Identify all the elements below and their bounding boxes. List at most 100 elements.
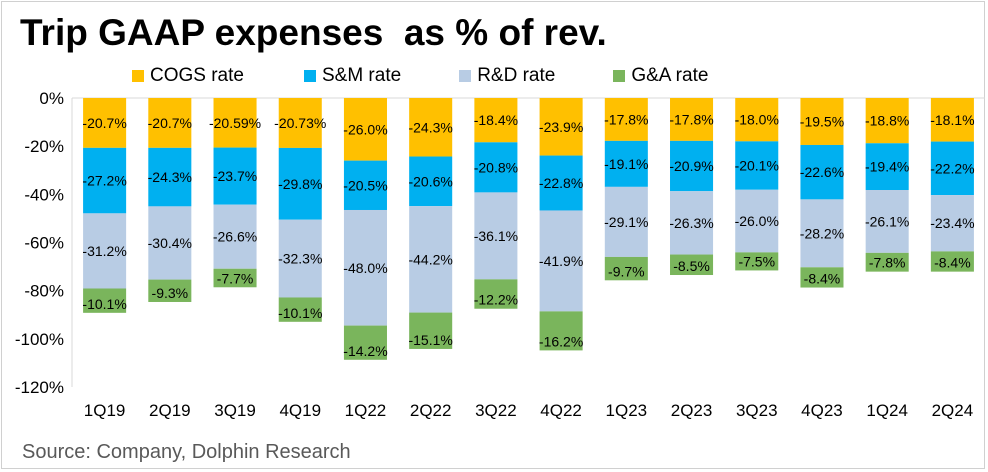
data-label: -20.6% [408, 173, 452, 189]
x-tick-label: 4Q23 [801, 401, 843, 420]
bar-segment [735, 141, 779, 190]
data-label: -26.0% [735, 213, 779, 229]
data-label: -26.6% [213, 229, 257, 245]
x-tick-label: 1Q22 [345, 401, 387, 420]
bar-segment [865, 189, 909, 253]
x-tick-label: 2Q19 [149, 401, 191, 420]
bar-segment [343, 98, 387, 161]
x-tick-label: 1Q24 [866, 401, 908, 420]
data-label: -17.8% [604, 111, 648, 127]
legend-item: G&A rate [613, 65, 708, 87]
data-label: -8.4% [804, 271, 841, 287]
bar-segment [604, 140, 648, 187]
chart-legend: COGS rate S&M rate R&D rate G&A rate [132, 64, 708, 88]
bar-segment [409, 312, 453, 349]
bar-segment [148, 206, 192, 280]
legend-label: S&M rate [321, 65, 402, 86]
bar-segment [735, 252, 779, 271]
data-label: -20.7% [82, 115, 126, 131]
bar-segment [800, 98, 844, 145]
bar-segment [670, 191, 714, 255]
data-label: -24.3% [408, 119, 452, 135]
data-label: -20.1% [735, 158, 779, 174]
x-tick-label: 1Q23 [606, 401, 648, 420]
bar-segment [148, 147, 192, 207]
data-label: -8.5% [673, 258, 710, 274]
data-label: -23.9% [539, 119, 583, 135]
bar-segment [278, 219, 322, 298]
bar-segment [474, 98, 518, 143]
legend-label: G&A rate [631, 65, 709, 86]
x-tick-label: 1Q19 [84, 401, 126, 420]
data-label: -7.7% [217, 270, 254, 286]
bar-segment [409, 156, 453, 207]
data-label: -26.1% [865, 213, 909, 229]
data-label: -22.6% [800, 164, 844, 180]
data-label: -31.2% [82, 243, 126, 259]
bar-segment [213, 147, 257, 205]
data-label: -8.4% [934, 255, 971, 271]
data-label: -20.5% [343, 177, 387, 193]
data-label: -20.7% [148, 115, 192, 131]
chart-title: Trip GAAP expenses as % of rev. [20, 12, 607, 53]
legend-swatch [459, 70, 472, 82]
bar-segment [604, 186, 648, 257]
bar-segment [539, 155, 583, 211]
bar-segment [865, 143, 909, 190]
x-tick-label: 2Q22 [410, 401, 452, 420]
data-label: -19.1% [604, 156, 648, 172]
data-label: -9.7% [608, 263, 645, 279]
y-tick-label: -20% [24, 137, 64, 156]
data-label: -14.2% [343, 343, 387, 359]
y-tick-label: -60% [24, 234, 64, 253]
y-tick-label: -100% [15, 330, 64, 349]
legend-item: COGS rate [132, 65, 244, 87]
data-label: -28.2% [800, 225, 844, 241]
data-label: -29.1% [604, 214, 648, 230]
bar-segment [474, 142, 518, 193]
x-tick-label: 3Q19 [214, 401, 256, 420]
data-label: -19.4% [865, 159, 909, 175]
bar-segment [930, 195, 974, 252]
bar-segment [409, 98, 453, 157]
bar-segment [604, 256, 648, 281]
y-tick-label: -40% [24, 185, 64, 204]
legend-swatch [303, 70, 316, 82]
data-label: -29.8% [278, 176, 322, 192]
data-label: -10.1% [82, 296, 126, 312]
data-label: -20.73% [274, 115, 326, 131]
data-label: -16.2% [539, 333, 583, 349]
bar-segment [930, 141, 974, 196]
bar-segment [278, 147, 322, 220]
x-tick-label: 4Q19 [279, 401, 321, 420]
data-label: -19.5% [800, 113, 844, 129]
bar-segment [800, 144, 844, 200]
data-label: -23.4% [930, 215, 974, 231]
bar-segment [213, 268, 257, 288]
x-tick-label: 4Q22 [540, 401, 582, 420]
data-label: -36.1% [474, 228, 518, 244]
bar-segment [213, 204, 257, 269]
data-label: -20.9% [669, 158, 713, 174]
bar-segment [539, 98, 583, 156]
data-label: -10.1% [278, 305, 322, 321]
bar-segment [83, 288, 127, 313]
bar-segment [539, 210, 583, 312]
bar-segment [148, 98, 192, 148]
bar-segment [604, 98, 648, 141]
data-label: -23.7% [213, 168, 257, 184]
data-label: -9.3% [152, 285, 189, 301]
data-label: -18.1% [930, 112, 974, 128]
bar-segment [83, 147, 127, 214]
x-tick-label: 3Q23 [736, 401, 778, 420]
bar-segment [865, 252, 909, 272]
data-label: -30.4% [148, 235, 192, 251]
legend-label: COGS rate [150, 65, 244, 86]
bar-segment [800, 267, 844, 288]
bar-segment [865, 98, 909, 144]
data-label: -41.9% [539, 253, 583, 269]
bar-segment [343, 325, 387, 360]
data-label: -18.8% [865, 113, 909, 129]
bar-segment [735, 98, 779, 142]
